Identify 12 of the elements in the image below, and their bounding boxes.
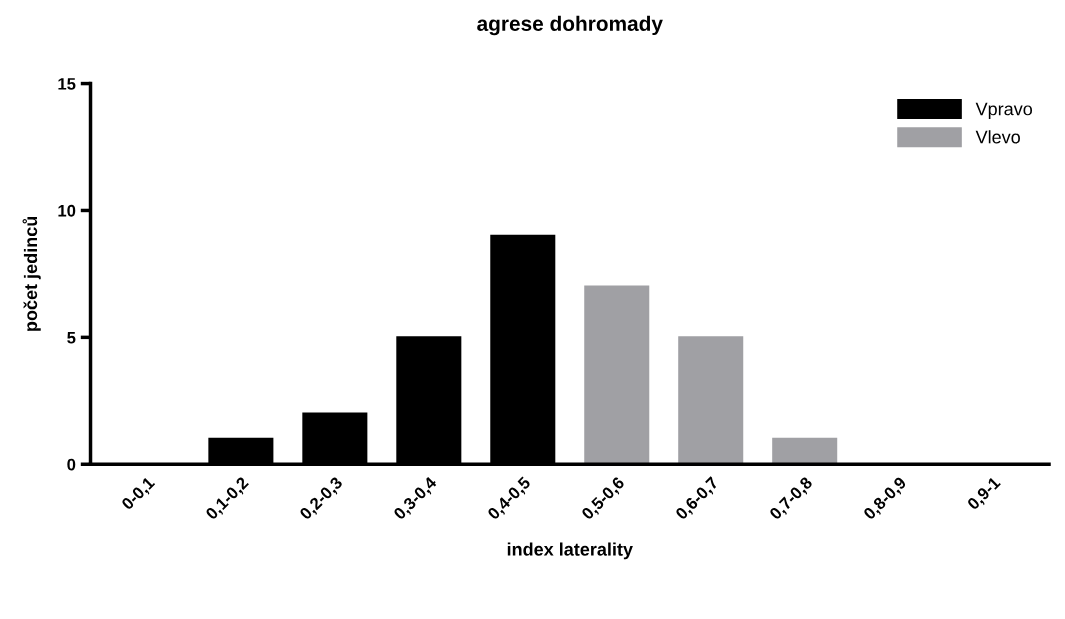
chart-title: agrese dohromady — [477, 15, 663, 36]
y-axis-title: počet jedinců — [22, 216, 41, 331]
y-tick-label: 5 — [67, 331, 76, 344]
x-axis-title: index laterality — [507, 542, 633, 560]
y-tick-label: 10 — [58, 204, 76, 217]
y-tick-label: 15 — [58, 78, 76, 90]
bar — [678, 336, 744, 465]
bar — [584, 285, 650, 465]
bar — [772, 437, 838, 465]
y-tick-label: 0 — [67, 458, 76, 471]
legend-label: Vpravo — [975, 102, 1033, 119]
legend-label: Vlevo — [975, 130, 1020, 144]
